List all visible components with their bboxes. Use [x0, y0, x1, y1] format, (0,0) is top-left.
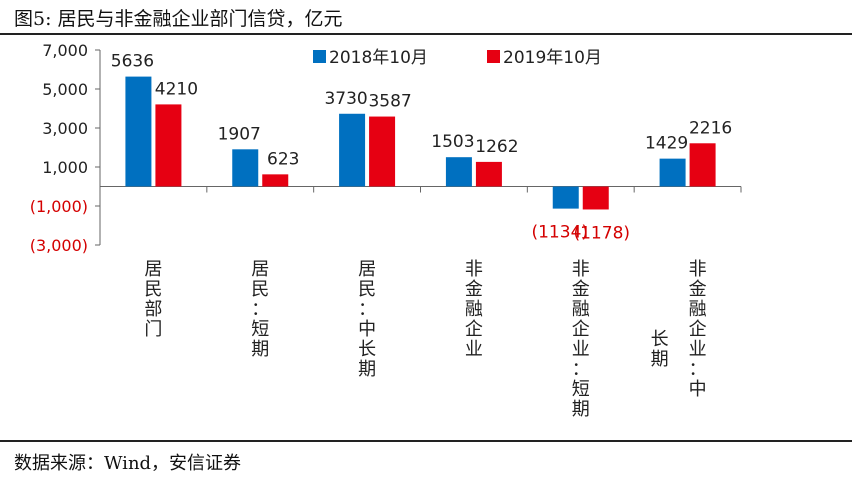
category-label-char: 中 [689, 379, 707, 400]
bar-series1 [659, 158, 686, 187]
legend-label: 2018年10月 [329, 48, 428, 68]
bar-series2 [582, 186, 609, 210]
category-label-char: 金 [689, 279, 707, 300]
y-tick-label: (1,000) [30, 197, 88, 216]
data-label: 3730 [324, 89, 367, 109]
category-label-char: 期 [251, 339, 269, 360]
data-label: 1262 [475, 137, 518, 157]
bar-chart: 7,000 5,000 3,000 1,000 (1,000) (3,000) 5636 1… [30, 41, 742, 420]
data-label: 5636 [111, 52, 154, 72]
y-tick-label: (3,000) [30, 236, 88, 255]
data-label: 1429 [645, 134, 688, 154]
category-label-char: 长 [358, 339, 376, 360]
source-note: 数据来源：Wind，安信证券 [14, 453, 242, 474]
category-label-char: 企 [689, 319, 707, 340]
category-label-char: 金 [465, 279, 483, 300]
axes: 7,000 5,000 3,000 1,000 (1,000) (3,000) [30, 41, 742, 255]
category-label-char: 中 [358, 319, 376, 340]
bar-series1 [339, 113, 366, 187]
bar-series2 [475, 161, 502, 187]
data-label: 3587 [368, 92, 411, 112]
category-label-char: 民 [144, 279, 162, 300]
category-label-char: ： [689, 359, 707, 380]
category-label-char: 融 [572, 299, 590, 320]
category-label-char: ： [358, 299, 376, 320]
bars [125, 76, 716, 210]
bottom-rule [0, 440, 852, 442]
bar-series2 [369, 116, 396, 187]
category-label-char: 民 [358, 279, 376, 300]
category-label-char: 部 [144, 299, 162, 320]
category-label-char: 期 [651, 349, 669, 370]
data-label: 623 [267, 149, 299, 169]
category-label-char: ： [251, 299, 269, 320]
category-label-char: 期 [358, 359, 376, 380]
category-label-char: 金 [572, 279, 590, 300]
category-label-char: ： [572, 359, 590, 380]
legend-swatch [313, 50, 326, 63]
category-label-char: 业 [572, 339, 590, 360]
data-label: 4210 [155, 79, 198, 99]
bar-series2 [262, 174, 289, 187]
legend: 2018年10月 2019年10月 [313, 48, 602, 68]
bar-series1 [232, 149, 259, 187]
data-label: 1907 [218, 124, 261, 144]
figure-title: 图5: 居民与非金融企业部门信贷，亿元 [14, 8, 343, 30]
data-labels: 5636 1907 3730 1503 (1134) 1429 4210 623 3587 126… [111, 52, 732, 244]
category-label-char: 融 [465, 299, 483, 320]
category-label-char: 非 [465, 259, 483, 280]
category-label-char: 居 [251, 259, 269, 280]
category-label-char: 居 [358, 259, 376, 280]
category-label-char: 业 [465, 339, 483, 360]
category-label-char: 业 [689, 339, 707, 360]
category-label-char: 非 [572, 259, 590, 280]
y-tick-label: 5,000 [42, 80, 88, 99]
bar-series1 [552, 186, 579, 209]
y-tick-label: 3,000 [42, 119, 88, 138]
data-label: (1178) [573, 223, 630, 243]
category-label-char: 门 [144, 319, 162, 340]
top-rule [0, 33, 852, 35]
data-label: 1503 [431, 132, 474, 152]
legend-label: 2019年10月 [503, 48, 602, 68]
category-label-char: 短 [251, 319, 269, 340]
category-label-char: 非 [689, 259, 707, 280]
category-label-char: 居 [144, 259, 162, 280]
category-label-char: 期 [572, 399, 590, 420]
category-label-char: 融 [689, 299, 707, 320]
bar-series2 [689, 143, 716, 187]
bar-series1 [445, 157, 472, 187]
category-label-char: 短 [572, 379, 590, 400]
y-tick-label: 7,000 [42, 41, 88, 60]
category-label-char: 企 [465, 319, 483, 340]
bar-series1 [125, 76, 152, 187]
category-label-char: 长 [651, 329, 669, 350]
category-label-char: 企 [572, 319, 590, 340]
data-label: (1134) [531, 223, 588, 243]
data-label: 2216 [689, 118, 732, 138]
bar-series2 [155, 104, 182, 187]
y-tick-label: 1,000 [42, 158, 88, 177]
category-label-char: 民 [251, 279, 269, 300]
legend-swatch [487, 50, 500, 63]
